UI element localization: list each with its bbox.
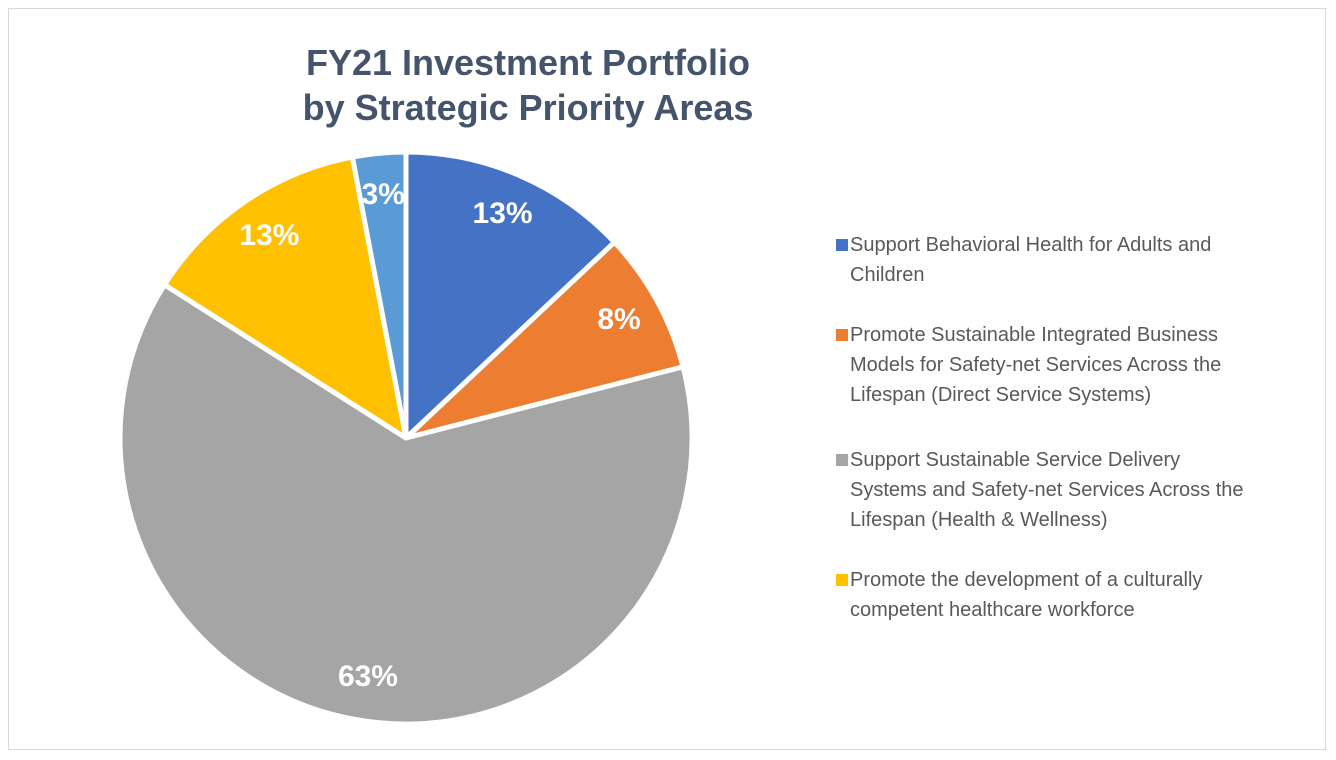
legend-item: Support Behavioral Health for Adults and… [836, 230, 1246, 290]
legend-item: Support Sustainable Service Delivery Sys… [836, 445, 1246, 535]
data-label: 13% [239, 219, 299, 252]
data-label: 13% [473, 197, 533, 230]
pie-slice [349, 149, 409, 441]
chart-frame [8, 8, 1326, 750]
legend-item: Promote the development of a culturally … [836, 565, 1246, 625]
legend-label: Promote the development of a culturally … [850, 569, 1203, 621]
chart-title: by Strategic Priority Areas [303, 87, 754, 128]
legend-label: Promote Sustainable Integrated Business … [850, 324, 1222, 406]
chart-title: FY21 Investment Portfolio [306, 42, 750, 83]
legend-label: Support Behavioral Health for Adults and… [850, 234, 1212, 286]
legend-swatch [836, 329, 848, 341]
legend-swatch [836, 454, 848, 466]
legend-item: Promote Sustainable Integrated Business … [836, 320, 1246, 410]
legend-swatch [836, 574, 848, 586]
data-label: 63% [338, 660, 398, 693]
pie-slice [117, 282, 695, 727]
legend-label: Support Sustainable Service Delivery Sys… [850, 449, 1244, 531]
pie-slice [403, 149, 617, 441]
pie-slice [403, 239, 686, 441]
data-label: 8% [597, 303, 640, 336]
pie-slice [162, 154, 409, 441]
legend-swatch [836, 239, 848, 251]
data-label: 3% [361, 178, 404, 211]
